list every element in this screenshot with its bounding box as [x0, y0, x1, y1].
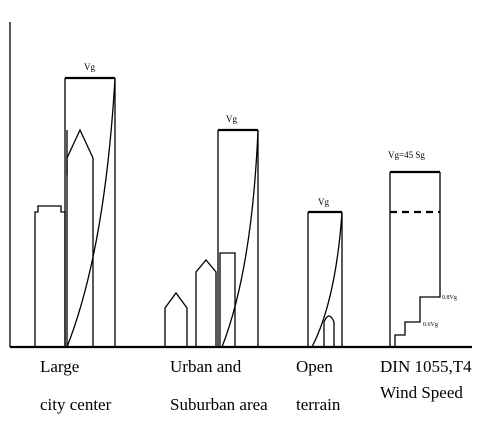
wind-curve: [222, 130, 258, 347]
din-group: Vg=45 Sg 0.8Vg 0.6Vg: [388, 150, 457, 347]
small-building: [324, 316, 334, 347]
terrain-label: Large: [40, 357, 79, 376]
house: [196, 260, 216, 347]
terrain-label: DIN 1055,T4: [380, 357, 472, 376]
terrain-label: terrain: [296, 395, 341, 414]
wind-profile-diagram: Vg Vg Vg Vg=45 Sg 0.8Vg 0.6Vg Large city…: [0, 0, 479, 426]
open-terrain-group: Vg: [308, 197, 342, 347]
profile-label: Vg: [84, 62, 95, 72]
house: [165, 293, 187, 347]
tower: [67, 130, 93, 347]
terrain-label: Wind Speed: [380, 383, 463, 402]
profile-label: Vg: [318, 197, 329, 207]
step-label: 0.8Vg: [442, 295, 457, 301]
terrain-label: Suburban area: [170, 395, 268, 414]
terrain-label: Open: [296, 357, 333, 376]
step-profile: [395, 172, 440, 347]
profile-label: Vg=45 Sg: [388, 150, 425, 160]
building: [35, 206, 65, 347]
terrain-label: city center: [40, 395, 112, 414]
terrain-label: Urban and: [170, 357, 242, 376]
wind-curve: [67, 78, 115, 347]
large-city-group: Vg: [35, 62, 115, 347]
wind-curve: [312, 212, 342, 347]
urban-group: Vg: [165, 114, 258, 347]
step-label: 0.6Vg: [423, 322, 438, 328]
profile-label: Vg: [226, 114, 237, 124]
